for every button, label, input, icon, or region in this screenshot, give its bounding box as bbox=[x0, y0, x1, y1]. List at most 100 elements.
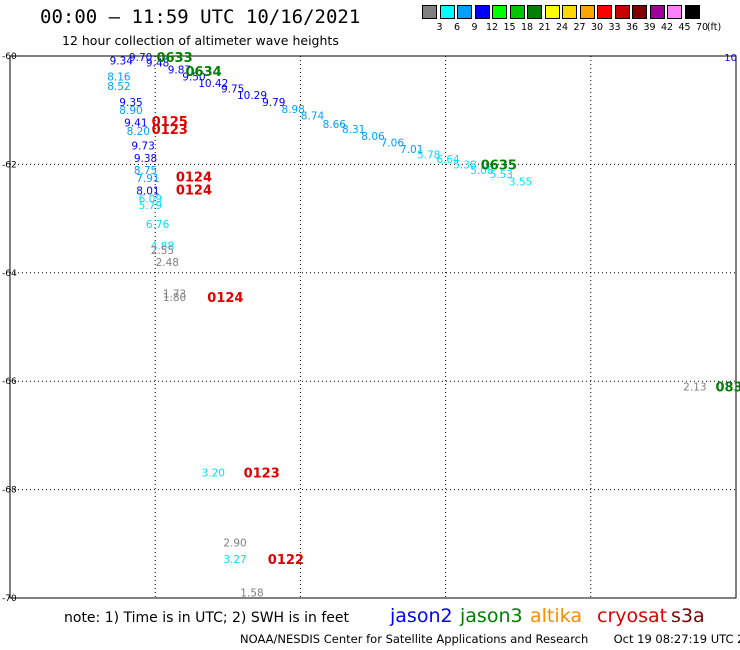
pass-time-label: 0122 bbox=[268, 553, 304, 568]
lat-tick-label: -68 bbox=[2, 486, 17, 496]
legend-swatch bbox=[667, 5, 682, 19]
wave-height-value: 8.98 bbox=[281, 104, 304, 116]
legend-swatch bbox=[579, 5, 595, 19]
wave-height-value: 9.73 bbox=[131, 140, 154, 152]
credit-timestamp: Oct 19 08:27:19 UTC 2021 bbox=[613, 632, 740, 646]
legend-swatch bbox=[527, 5, 542, 19]
wave-height-value: 10.42 bbox=[198, 78, 228, 90]
wave-height-value: 1.73 bbox=[163, 288, 186, 300]
legend-label: 42 bbox=[660, 22, 674, 33]
map-frame bbox=[9, 55, 737, 599]
wave-height-value: 7.91 bbox=[136, 173, 159, 185]
legend-label: 70 bbox=[695, 22, 709, 33]
wave-height-value: 2.48 bbox=[156, 257, 179, 269]
pass-time-label: 0124 bbox=[176, 170, 212, 185]
legend-swatch bbox=[422, 5, 437, 19]
wave-height-value: 5.79 bbox=[139, 200, 162, 212]
footer-note: note: 1) Time is in UTC; 2) SWH is in fe… bbox=[64, 610, 350, 626]
wave-height-value: 8.66 bbox=[323, 119, 347, 131]
page-title: 00:00 — 11:59 UTC 10/16/2021 bbox=[40, 6, 361, 28]
legend-label: 3 bbox=[436, 22, 443, 33]
wave-height-value: 9.70 bbox=[129, 52, 152, 64]
legend-swatch bbox=[492, 5, 507, 19]
wave-height-value: 5.08 bbox=[470, 165, 493, 177]
wave-height-value: 9.87 bbox=[168, 65, 191, 77]
map-tick-labels: -180-177-174-171-168-16-60-62-64-66-68-7… bbox=[2, 52, 737, 604]
wave-height-value: 9.75 bbox=[221, 84, 244, 96]
pass-time-label: 0123 bbox=[152, 123, 188, 138]
legend-swatch bbox=[562, 5, 577, 19]
wave-height-value: 5.53 bbox=[490, 169, 513, 181]
wave-height-value: 7.06 bbox=[381, 138, 405, 150]
wave-height-map: -180-177-174-171-168-16-60-62-64-66-68-7… bbox=[2, 51, 740, 604]
wave-height-value: 10.29 bbox=[237, 90, 267, 102]
wave-height-value: 6.64 bbox=[436, 154, 460, 166]
wave-height-value: 8.52 bbox=[107, 81, 130, 93]
pass-time-label: 0123 bbox=[244, 466, 280, 481]
legend-swatch bbox=[544, 5, 560, 19]
legend-swatch bbox=[474, 5, 490, 19]
legend-label: 6 bbox=[453, 22, 461, 33]
legend-swatch bbox=[614, 5, 630, 19]
edge-label: 10 bbox=[724, 53, 737, 64]
lat-tick-label: -70 bbox=[2, 594, 17, 604]
lat-tick-label: -66 bbox=[2, 377, 17, 387]
wave-height-value: 2.13 bbox=[683, 382, 706, 394]
wave-height-value: 3.27 bbox=[223, 554, 246, 566]
pass-time-label: 0124 bbox=[207, 291, 243, 306]
legend-swatch bbox=[684, 5, 700, 19]
pass-time-labels: 0633063401250123012401240124063508320123… bbox=[152, 51, 740, 568]
legend-label: 27 bbox=[573, 22, 586, 33]
wave-height-value: 6.09 bbox=[139, 194, 162, 206]
wave-height-value: 8.06 bbox=[361, 131, 385, 143]
pass-time-label: 0832 bbox=[715, 381, 740, 396]
legend-swatch bbox=[457, 5, 472, 19]
map-grid bbox=[9, 55, 737, 599]
page-subtitle: 12 hour collection of altimeter wave hei… bbox=[62, 33, 339, 48]
wave-height-value: 9.35 bbox=[119, 97, 142, 109]
legend-label: 21 bbox=[538, 22, 551, 33]
wave-height-value: 9.50 bbox=[182, 72, 205, 84]
wave-height-value: 9.79 bbox=[262, 97, 285, 109]
wave-height-value: 1.58 bbox=[240, 588, 263, 600]
wave-height-value: 9.34 bbox=[110, 55, 134, 67]
legend-label: 36 bbox=[625, 22, 639, 33]
wave-height-value: 8.74 bbox=[301, 111, 325, 123]
wave-height-value: 5.38 bbox=[453, 159, 476, 171]
legend-label: 12 bbox=[485, 22, 499, 33]
wave-height-value: 8.31 bbox=[342, 124, 365, 136]
wave-height-value: 3.20 bbox=[202, 467, 225, 479]
pass-time-label: 0635 bbox=[481, 158, 517, 173]
wave-height-labels: 9.349.709.489.879.5010.429.7510.299.798.… bbox=[107, 52, 706, 599]
wave-height-value: 4.88 bbox=[151, 241, 174, 253]
satellite-cryosat: cryosat bbox=[597, 605, 668, 627]
legend-unit: (ft) bbox=[706, 22, 722, 33]
wave-height-value: 8.20 bbox=[127, 126, 150, 138]
satellite-jason2: jason2 bbox=[390, 605, 453, 627]
wave-height-value: 2.90 bbox=[223, 538, 246, 550]
legend-label: 18 bbox=[520, 22, 534, 33]
wave-height-value: 6.76 bbox=[146, 219, 170, 231]
legend-swatch bbox=[632, 5, 647, 19]
wave-height-value: 9.41 bbox=[124, 118, 147, 130]
satellite-s3a: s3a bbox=[671, 605, 705, 627]
legend-label: 39 bbox=[643, 22, 656, 33]
legend-label: 33 bbox=[608, 22, 621, 33]
legend-swatch bbox=[649, 5, 665, 19]
pass-time-label: 0124 bbox=[176, 183, 212, 198]
wave-height-value: 3.55 bbox=[509, 177, 532, 189]
pass-time-label: 0633 bbox=[156, 51, 192, 66]
satellite-jason3: jason3 bbox=[460, 605, 523, 627]
legend-label: 30 bbox=[590, 22, 604, 33]
pass-time-label: 0125 bbox=[152, 115, 188, 130]
wave-height-value: 7.01 bbox=[400, 144, 423, 156]
wave-height-value: 8.01 bbox=[136, 185, 159, 197]
legend-label: 24 bbox=[555, 22, 569, 33]
legend-label: 9 bbox=[471, 22, 478, 33]
lat-tick-label: -60 bbox=[2, 52, 17, 62]
credit-text: NOAA/NESDIS Center for Satellite Applica… bbox=[240, 632, 589, 646]
footer-credit: NOAA/NESDIS Center for Satellite Applica… bbox=[240, 632, 740, 646]
wave-height-value: 5.78 bbox=[417, 150, 440, 162]
wave-height-value: 8.75 bbox=[134, 165, 157, 177]
legend-label: 45 bbox=[678, 22, 691, 33]
